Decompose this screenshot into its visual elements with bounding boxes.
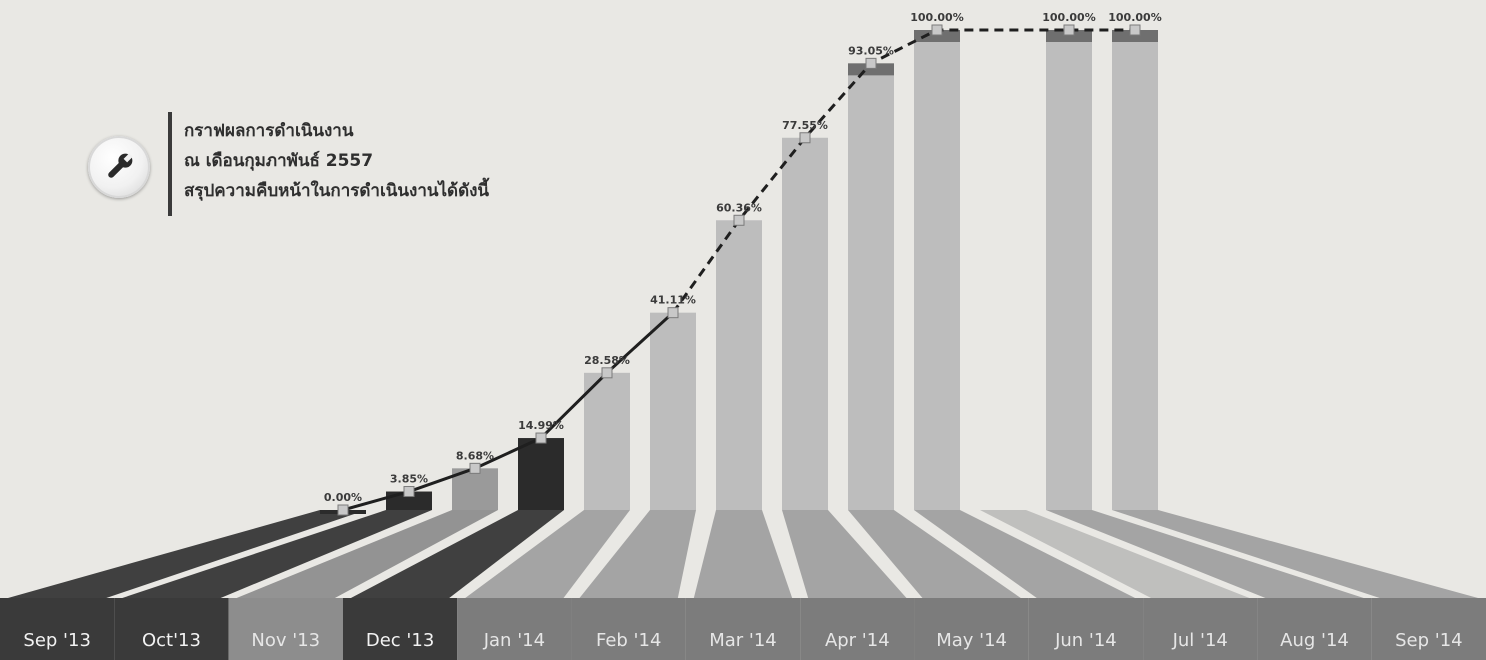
month-band (914, 598, 1029, 660)
floor-slab (980, 510, 1250, 598)
bar (1046, 30, 1092, 510)
note-line-3: สรุปความคืบหน้าในการดำเนินงานได้ดังนี้ (184, 181, 490, 201)
data-marker (1129, 24, 1141, 36)
month-label: Apr '14 (825, 630, 890, 651)
data-marker (667, 307, 679, 319)
bar-cap (1112, 30, 1158, 42)
bar (716, 220, 762, 510)
floor-slab (579, 510, 696, 598)
month-band (571, 598, 686, 660)
data-label: 100.00% (910, 11, 963, 24)
data-marker (799, 132, 811, 144)
data-label: 77.55% (782, 119, 828, 132)
note-line-2: ณ เดือนกุมภาพันธ์ 2557 (184, 151, 374, 171)
data-marker (865, 57, 877, 69)
bar (848, 63, 894, 511)
wrench-icon (88, 136, 150, 198)
floor-slab (8, 510, 366, 598)
data-label: 14.99% (518, 419, 564, 432)
data-label: 93.05% (848, 44, 894, 57)
floor-slab (914, 510, 1136, 598)
bar (1112, 30, 1158, 510)
month-band (1257, 598, 1372, 660)
bar-cap (1046, 30, 1092, 42)
floor-slab (848, 510, 1021, 598)
month-label: Jan '14 (483, 630, 545, 651)
month-label: Nov '13 (251, 630, 320, 651)
floor-slab (1112, 510, 1478, 598)
month-label: Sep '13 (23, 630, 91, 651)
month-band (0, 598, 115, 660)
floor-slab (236, 510, 498, 598)
data-label: 100.00% (1042, 11, 1095, 24)
bar (782, 137, 828, 510)
floor-slab (350, 510, 564, 598)
data-label: 28.58% (584, 354, 630, 367)
month-label: Jun '14 (1054, 630, 1117, 651)
data-marker (931, 24, 943, 36)
trend-line-solid (342, 311, 675, 512)
data-marker (601, 367, 613, 379)
data-marker (469, 462, 481, 474)
bar (914, 30, 960, 510)
month-band (114, 598, 229, 660)
bar (584, 372, 630, 510)
floor-slab (122, 510, 433, 598)
month-label: Feb '14 (596, 630, 661, 651)
note-text: กราฟผลการดำเนินงาน ณ เดือนกุมภาพันธ์ 255… (184, 116, 489, 206)
data-label: 41.11% (650, 294, 696, 307)
data-label: 60.36% (716, 201, 762, 214)
month-band (342, 598, 458, 660)
month-band (1028, 598, 1144, 660)
month-band (457, 598, 572, 660)
data-label: 8.68% (456, 449, 494, 462)
month-label: May '14 (936, 630, 1007, 651)
data-marker (733, 214, 745, 226)
note-line-1: กราฟผลการดำเนินงาน (184, 121, 354, 141)
bar-cap (914, 30, 960, 42)
data-label: 0.00% (324, 491, 362, 504)
month-label: Jul '14 (1172, 630, 1228, 651)
month-label: Oct'13 (142, 630, 201, 651)
month-band (1143, 598, 1258, 660)
month-label: Mar '14 (709, 630, 777, 651)
month-label: Sep '14 (1395, 630, 1463, 651)
bar (518, 438, 564, 510)
month-band (685, 598, 801, 660)
floor-slab (782, 510, 907, 598)
bar-cap (848, 63, 894, 76)
bar (650, 312, 696, 510)
month-label: Aug '14 (1280, 630, 1349, 651)
data-marker (535, 432, 547, 444)
data-label: 3.85% (390, 473, 428, 486)
month-label: Dec '13 (366, 630, 434, 651)
data-marker (337, 504, 349, 516)
floor-slab (693, 510, 793, 598)
data-label: 100.00% (1108, 11, 1161, 24)
month-band (1371, 598, 1486, 660)
floor-slab (1046, 510, 1364, 598)
note-divider (168, 112, 172, 216)
data-marker (1063, 24, 1075, 36)
month-band (800, 598, 915, 660)
data-marker (403, 486, 415, 498)
floor-slab (465, 510, 630, 598)
month-band (228, 598, 343, 660)
